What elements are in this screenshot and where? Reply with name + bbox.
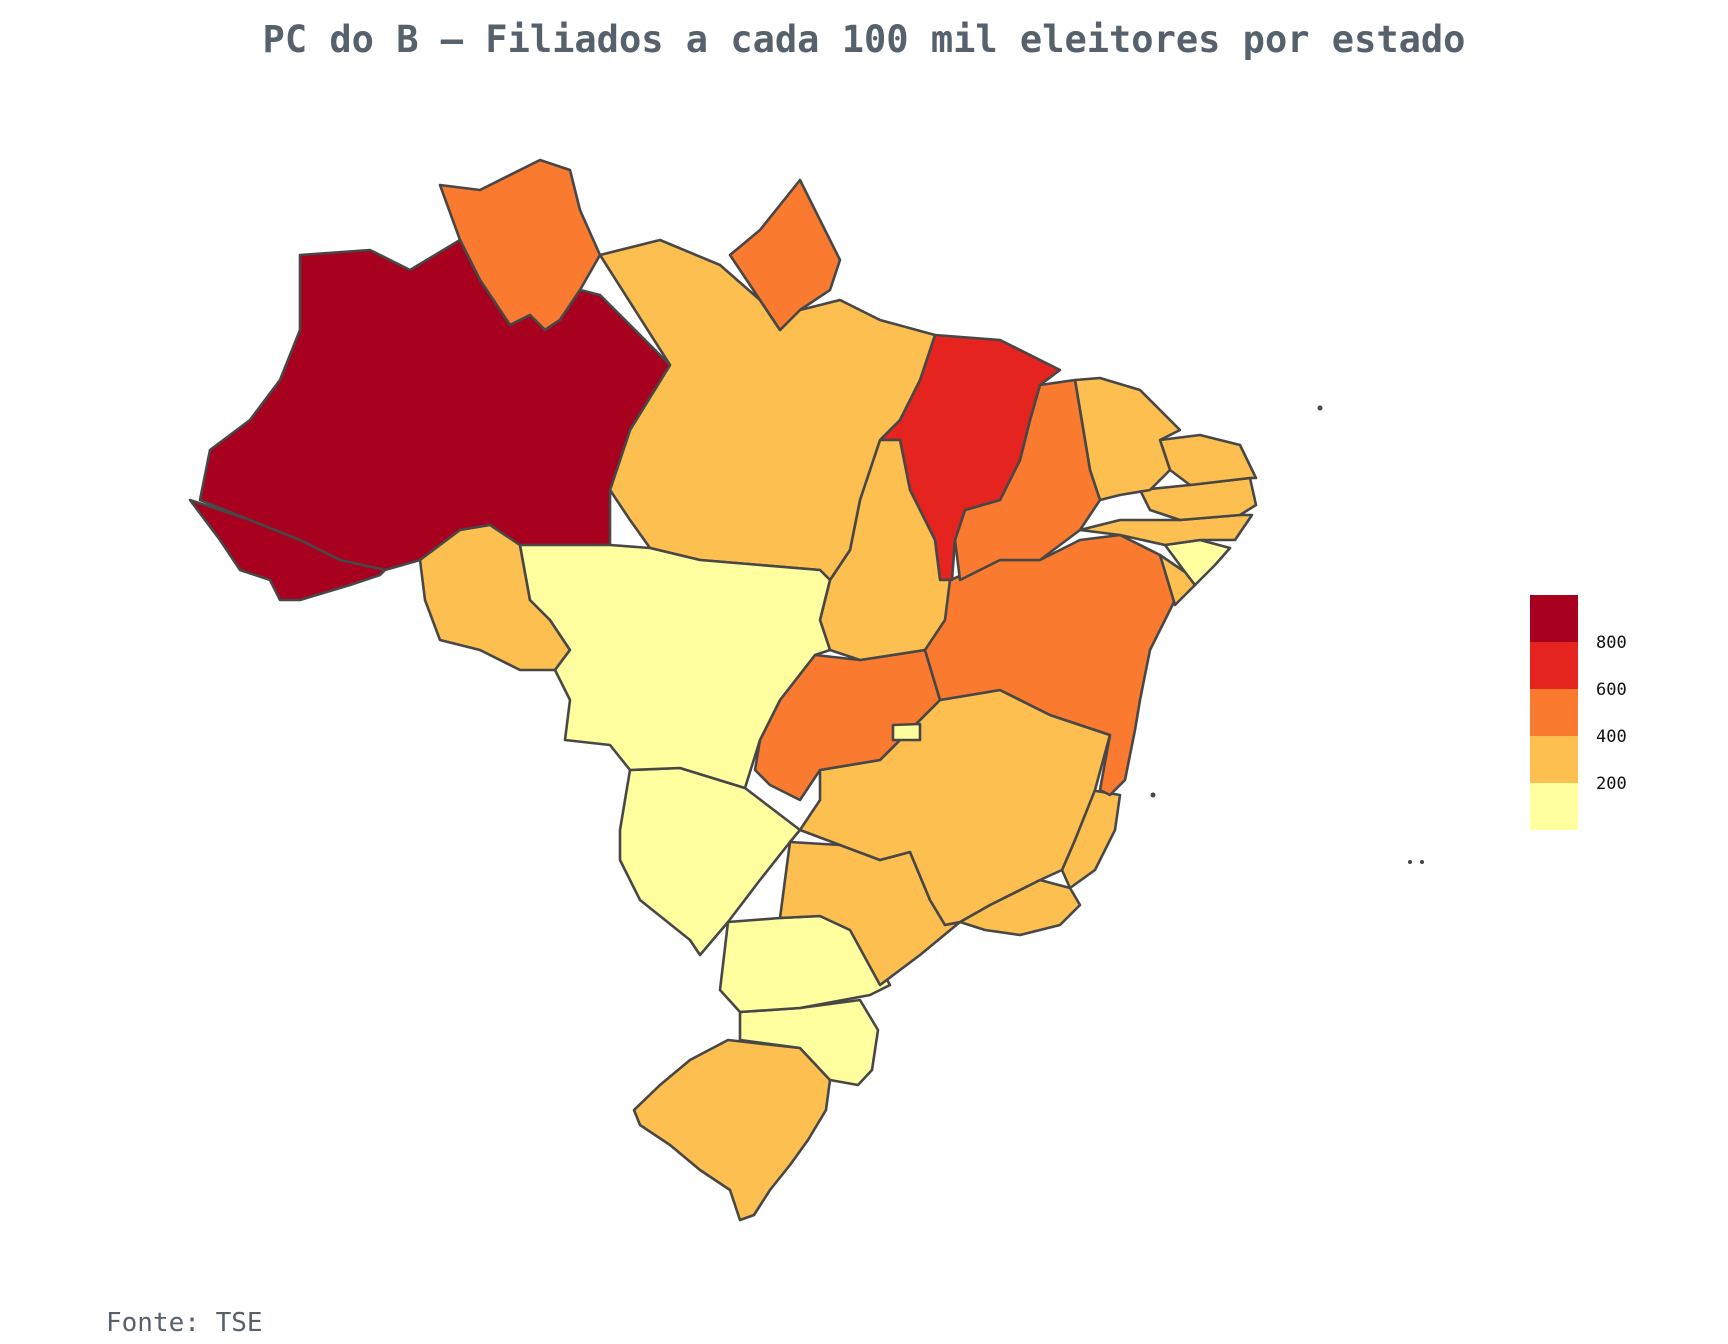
state-rs[interactable] bbox=[632, 1038, 832, 1222]
state-df[interactable] bbox=[891, 722, 922, 742]
state-pe[interactable] bbox=[1078, 513, 1254, 547]
legend-bin-3 bbox=[1530, 642, 1578, 689]
legend-bin-2 bbox=[1530, 689, 1578, 736]
legend-tick-400: 400 bbox=[1596, 727, 1627, 747]
state-ap[interactable] bbox=[728, 178, 842, 332]
state-ac[interactable] bbox=[188, 498, 387, 602]
state-am[interactable] bbox=[198, 238, 672, 572]
state-ba[interactable] bbox=[923, 533, 1177, 797]
map-title: PC do B – Filiados a cada 100 mil eleito… bbox=[262, 18, 1466, 61]
legend-tick-800: 800 bbox=[1596, 633, 1627, 653]
legend-bin-4 bbox=[1530, 595, 1578, 642]
island-fernando-de-noronha bbox=[1317, 405, 1323, 411]
island-abrolhos bbox=[1150, 792, 1156, 798]
state-rn[interactable] bbox=[1158, 433, 1258, 487]
state-mt[interactable] bbox=[518, 543, 832, 790]
legend-tick-600: 600 bbox=[1596, 680, 1627, 700]
colorbar-legend: 800 600 400 200 bbox=[1530, 595, 1627, 830]
legend-bin-0 bbox=[1530, 783, 1578, 830]
island-martim-vaz bbox=[1420, 860, 1424, 864]
source-note: Fonte: TSE bbox=[106, 1308, 263, 1338]
island-trindade bbox=[1408, 860, 1412, 864]
legend-bin-1 bbox=[1530, 736, 1578, 783]
legend-tick-200: 200 bbox=[1596, 774, 1627, 794]
state-sc[interactable] bbox=[738, 998, 880, 1087]
